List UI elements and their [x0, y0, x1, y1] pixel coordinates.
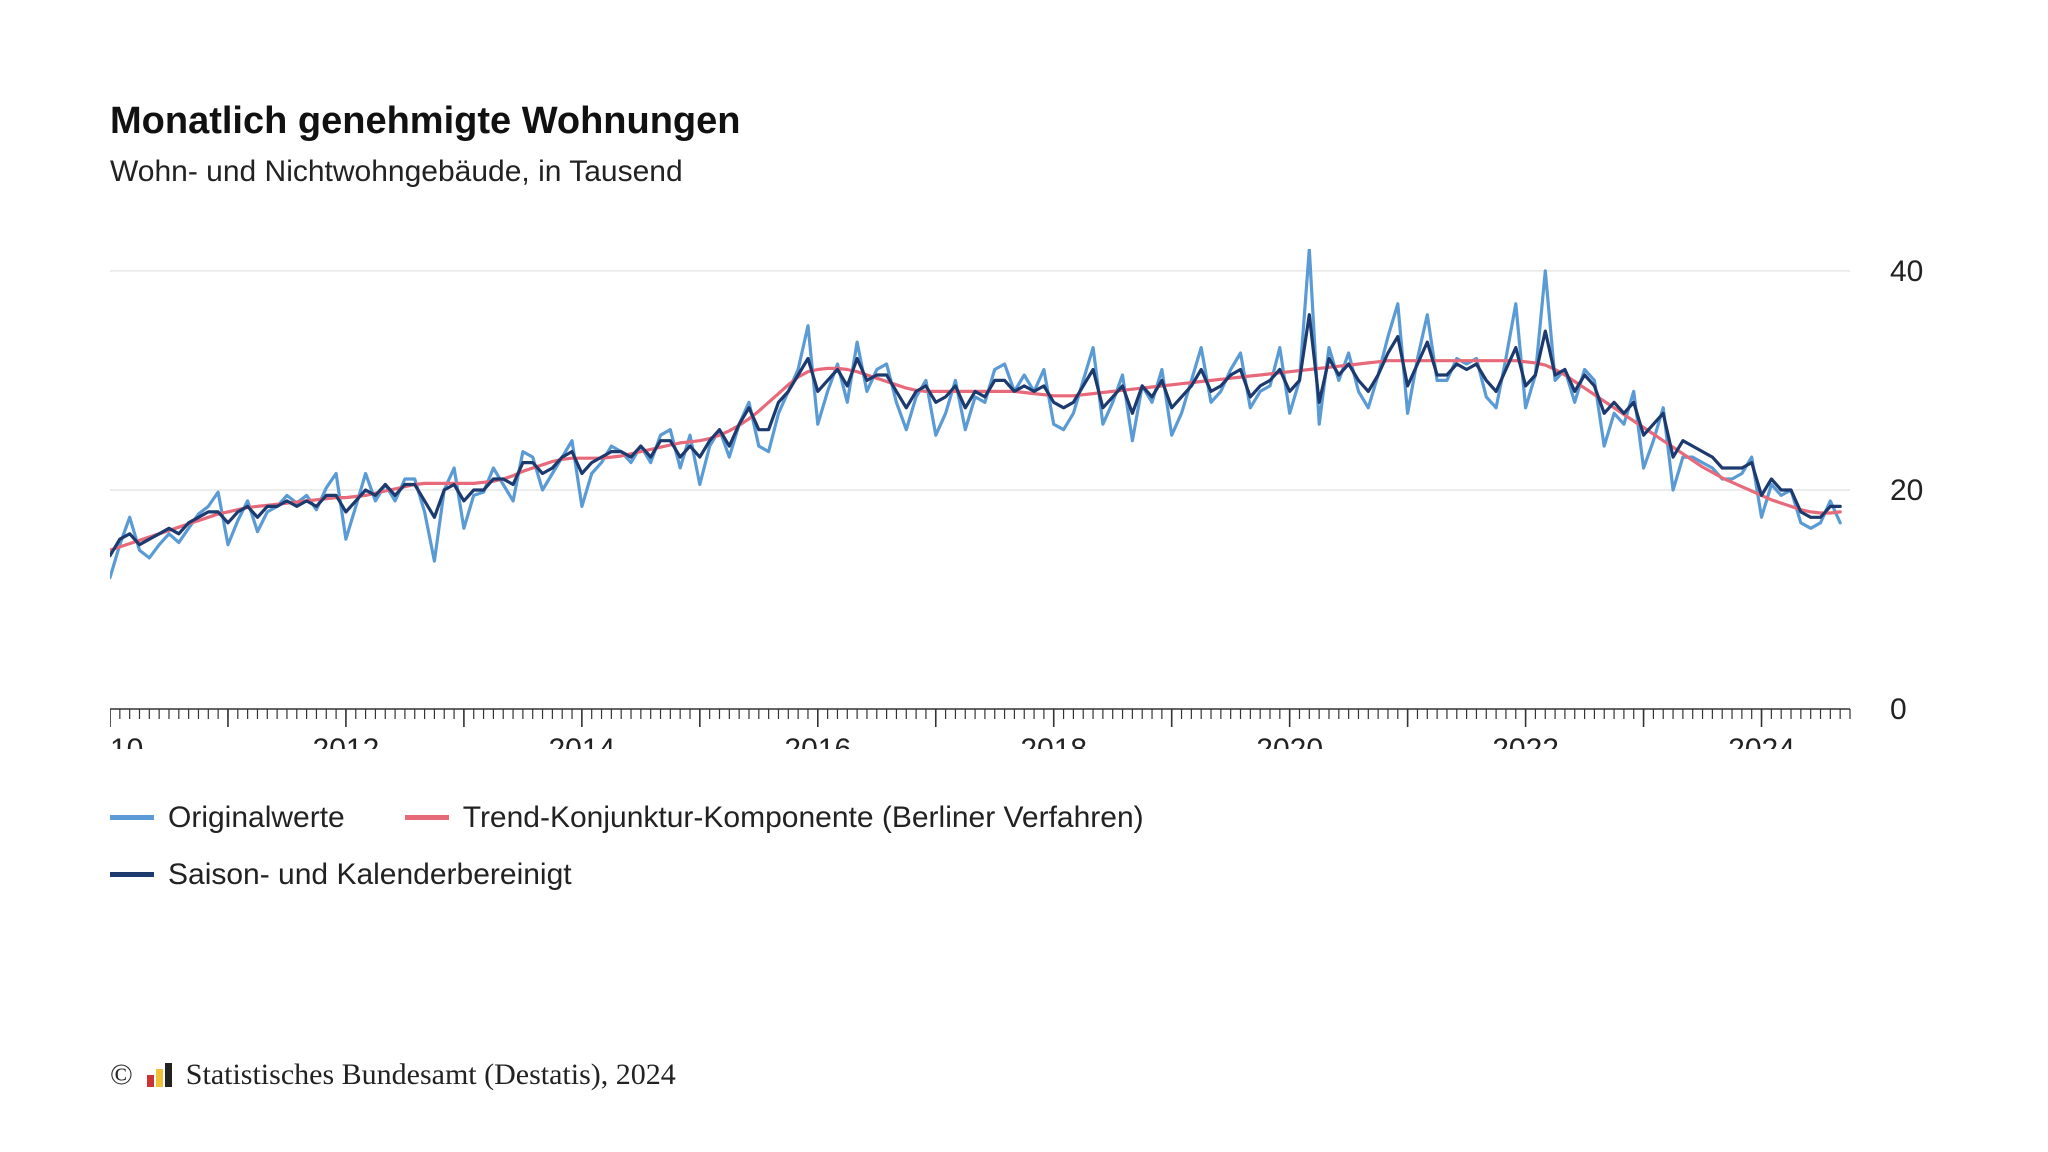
series-trend — [110, 361, 1840, 551]
y-tick-label: 0 — [1890, 693, 1907, 726]
legend-label: Originalwerte — [168, 789, 345, 846]
line-chart-svg: 2010 2012 2014 2016 2018 2020 2022 2024 0 20 40 — [110, 249, 1940, 749]
legend-item-original: Originalwerte — [110, 789, 345, 846]
x-tick-label: 2012 — [313, 733, 380, 749]
destatis-logo-icon — [147, 1063, 172, 1087]
source-footer: © Statistisches Bundesamt (Destatis), 20… — [110, 1058, 676, 1092]
x-tick-label: 2022 — [1492, 733, 1559, 749]
series-adjusted — [110, 315, 1840, 556]
legend-label: Saison- und Kalenderbereinigt — [168, 846, 572, 903]
legend-swatch-icon — [110, 872, 154, 877]
y-tick-label: 40 — [1890, 255, 1923, 288]
legend-label: Trend-Konjunktur-Komponente (Berliner Ve… — [463, 789, 1144, 846]
legend-item-trend: Trend-Konjunktur-Komponente (Berliner Ve… — [405, 789, 1144, 846]
x-tick-label: 2020 — [1256, 733, 1323, 749]
chart-area: 2010 2012 2014 2016 2018 2020 2022 2024 0 20 40 — [110, 249, 1940, 749]
legend-swatch-icon — [405, 815, 449, 820]
x-tick-label: 2010 — [110, 733, 143, 749]
legend-swatch-icon — [110, 815, 154, 820]
x-tick-label: 2016 — [784, 733, 851, 749]
series-original — [110, 249, 1840, 578]
x-tick-label: 2014 — [548, 733, 615, 749]
chart-title: Monatlich genehmigte Wohnungen — [110, 100, 1940, 143]
copyright-symbol: © — [110, 1058, 133, 1092]
x-tick-label: 2024 — [1728, 733, 1795, 749]
source-text: Statistisches Bundesamt (Destatis), 2024 — [186, 1058, 676, 1092]
chart-legend: Originalwerte Trend-Konjunktur-Komponente… — [110, 789, 1940, 903]
chart-subtitle: Wohn- und Nichtwohngebäude, in Tausend — [110, 155, 1940, 189]
x-tick-label: 2018 — [1020, 733, 1087, 749]
legend-item-adjusted: Saison- und Kalenderbereinigt — [110, 846, 572, 903]
y-tick-label: 20 — [1890, 474, 1923, 507]
